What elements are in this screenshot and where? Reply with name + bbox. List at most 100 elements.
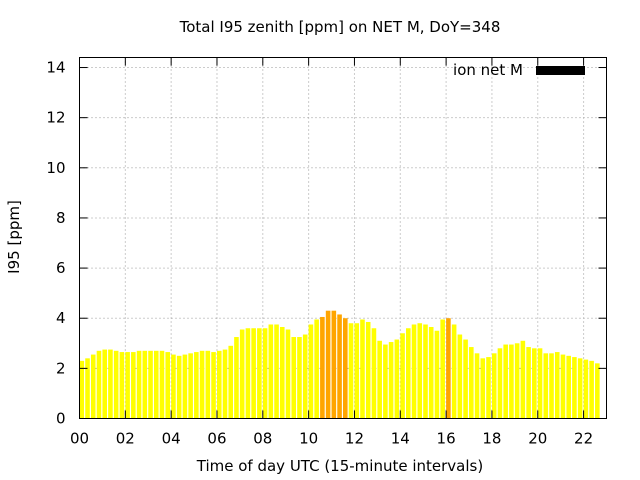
- bar: [245, 328, 251, 419]
- bar: [503, 344, 508, 419]
- bar: [406, 328, 411, 419]
- bar: [360, 319, 365, 419]
- bar: [90, 354, 96, 419]
- y-tick-label: 2: [56, 359, 66, 377]
- bar: [291, 337, 297, 419]
- bar: [171, 354, 176, 419]
- bar: [383, 344, 388, 419]
- bar: [348, 323, 354, 419]
- bar: [486, 357, 491, 419]
- bars: [79, 310, 600, 419]
- bar: [125, 352, 130, 419]
- bar: [520, 340, 526, 419]
- bar: [131, 352, 136, 419]
- y-tick-label: 12: [46, 109, 65, 127]
- bar: [279, 326, 285, 419]
- bar: [595, 363, 600, 419]
- x-tick-label: 10: [299, 430, 318, 448]
- bar: [446, 318, 451, 419]
- x-tick-label: 00: [70, 430, 89, 448]
- bar: [239, 329, 245, 419]
- bar: [85, 358, 90, 419]
- bar: [119, 352, 125, 419]
- y-tick-label: 6: [56, 259, 66, 277]
- bar: [222, 349, 228, 419]
- bar: [400, 333, 405, 419]
- legend-swatch: [536, 66, 585, 75]
- y-axis-label: I95 [ppm]: [5, 200, 23, 274]
- bar: [480, 358, 486, 419]
- bar: [566, 355, 571, 419]
- bar: [532, 348, 537, 419]
- bar: [514, 343, 520, 419]
- bar: [325, 310, 331, 419]
- bar: [509, 344, 514, 419]
- bar: [537, 348, 543, 419]
- plot-frame: [79, 57, 607, 419]
- bar: [216, 350, 222, 419]
- legend-label: ion net M: [453, 61, 523, 79]
- x-tick-label: 06: [207, 430, 226, 448]
- bar: [491, 353, 497, 419]
- bar: [388, 342, 394, 419]
- x-tick-label: 22: [574, 430, 593, 448]
- bar: [314, 319, 319, 419]
- bar: [451, 324, 457, 419]
- bar: [543, 353, 549, 419]
- bar: [474, 353, 480, 419]
- x-tick-label: 14: [391, 430, 410, 448]
- x-axis-label: Time of day UTC (15-minute intervals): [196, 457, 483, 475]
- bar: [251, 328, 256, 419]
- bar: [228, 345, 234, 419]
- bar: [108, 349, 113, 419]
- bar: [337, 314, 342, 419]
- bar: [194, 352, 199, 419]
- legend: ion net M: [453, 61, 585, 79]
- bar: [176, 355, 182, 419]
- bar: [142, 350, 148, 419]
- bar: [159, 350, 165, 419]
- bar: [199, 350, 205, 419]
- bar: [589, 360, 594, 419]
- bar: [549, 353, 554, 419]
- x-tick-label: 12: [345, 430, 364, 448]
- y-tick-label: 14: [46, 59, 65, 77]
- x-tick-label: 16: [437, 430, 456, 448]
- bar: [423, 324, 428, 419]
- x-tick-label: 18: [482, 430, 501, 448]
- bar: [457, 334, 463, 419]
- bar: [331, 310, 337, 419]
- bar: [469, 347, 474, 419]
- bar: [257, 328, 262, 419]
- bar: [308, 324, 314, 419]
- x-tick-label: 04: [162, 430, 181, 448]
- bar: [148, 350, 153, 419]
- bar: [165, 352, 171, 419]
- bar: [153, 350, 159, 419]
- bar: [262, 328, 268, 419]
- bar: [417, 323, 423, 419]
- bar: [113, 350, 119, 419]
- x-tick-label: 02: [116, 430, 135, 448]
- bar: [182, 354, 188, 419]
- bar: [285, 329, 291, 419]
- bar: [434, 330, 440, 419]
- x-tick-label: 08: [253, 430, 272, 448]
- bar: [302, 334, 308, 419]
- bar: [274, 324, 279, 419]
- bar: [102, 349, 107, 419]
- bar: [320, 316, 325, 419]
- bar: [377, 340, 382, 419]
- bar: [440, 319, 445, 419]
- bar: [560, 354, 566, 419]
- bar: [428, 326, 434, 419]
- bar: [234, 337, 239, 419]
- bar: [371, 328, 377, 419]
- bar: [343, 318, 348, 419]
- bar: [463, 339, 468, 419]
- bar: [572, 357, 577, 419]
- bar: [394, 339, 400, 419]
- bar: [79, 360, 85, 419]
- x-tick-label: 20: [528, 430, 547, 448]
